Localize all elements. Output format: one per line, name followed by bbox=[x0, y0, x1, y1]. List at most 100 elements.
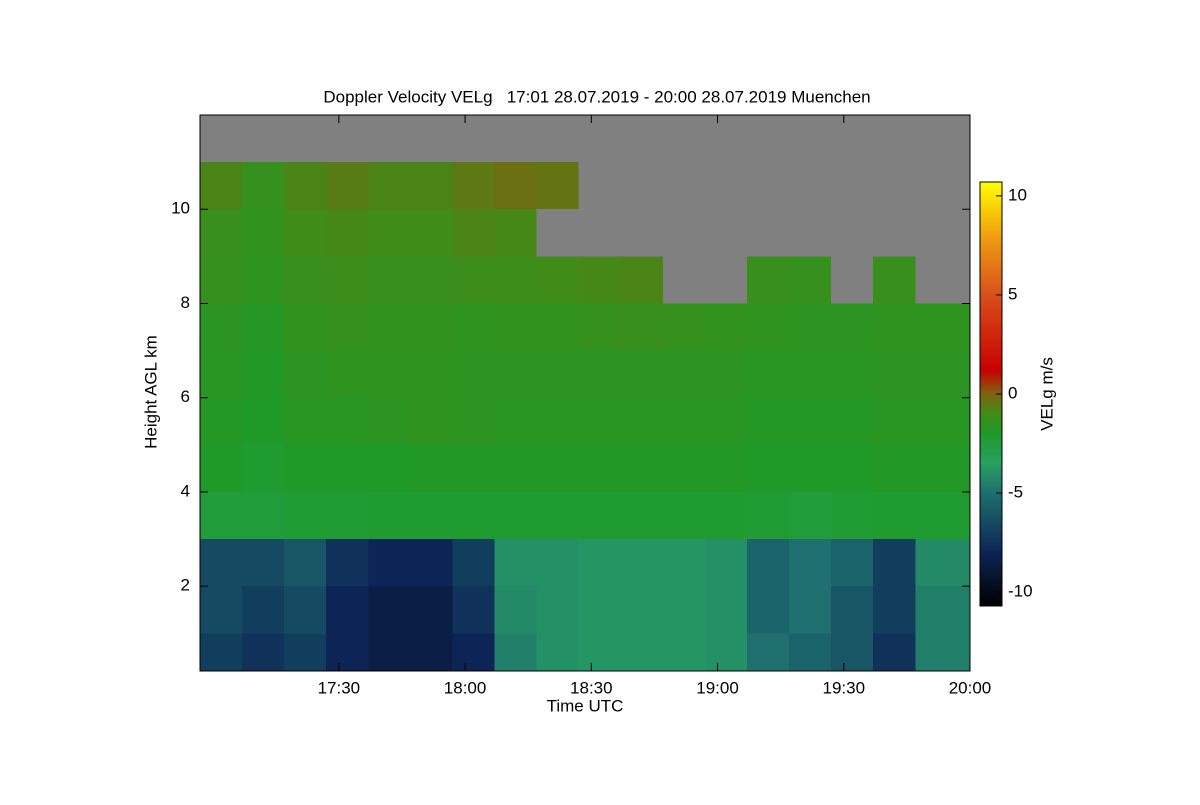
heatmap-cell bbox=[200, 444, 243, 492]
heatmap-cell bbox=[536, 303, 579, 351]
heatmap-cell bbox=[368, 397, 411, 445]
heatmap-cell bbox=[242, 350, 285, 398]
heatmap-cell bbox=[536, 539, 579, 587]
heatmap-cell bbox=[200, 350, 243, 398]
heatmap-cell bbox=[704, 633, 747, 671]
colorbar-tick-label: 10 bbox=[1008, 185, 1027, 204]
colorbar-tick-label: -5 bbox=[1008, 483, 1023, 502]
heatmap-cell bbox=[578, 256, 621, 304]
heatmap bbox=[200, 162, 970, 671]
heatmap-cell bbox=[368, 633, 411, 671]
heatmap-cell bbox=[789, 444, 832, 492]
heatmap-cell bbox=[242, 444, 285, 492]
heatmap-cell bbox=[410, 539, 453, 587]
heatmap-cell bbox=[284, 397, 327, 445]
heatmap-cell bbox=[326, 444, 369, 492]
x-tick-label: 18:00 bbox=[444, 678, 487, 697]
heatmap-cell bbox=[368, 256, 411, 304]
heatmap-cell bbox=[242, 303, 285, 351]
heatmap-cell bbox=[704, 539, 747, 587]
heatmap-cell bbox=[242, 586, 285, 634]
heatmap-cell bbox=[662, 350, 705, 398]
heatmap-cell bbox=[536, 633, 579, 671]
heatmap-cell bbox=[494, 539, 537, 587]
heatmap-cell bbox=[789, 586, 832, 634]
heatmap-cell bbox=[789, 350, 832, 398]
heatmap-cell bbox=[831, 633, 874, 671]
heatmap-cell bbox=[915, 633, 970, 671]
heatmap-cell bbox=[789, 633, 832, 671]
heatmap-cell bbox=[284, 162, 327, 210]
heatmap-cell bbox=[200, 633, 243, 671]
heatmap-cell bbox=[873, 539, 916, 587]
heatmap-cell bbox=[200, 209, 243, 257]
colorbar-tick-label: -10 bbox=[1008, 582, 1033, 601]
y-tick-label: 4 bbox=[181, 481, 190, 500]
heatmap-cell bbox=[200, 586, 243, 634]
heatmap-cell bbox=[326, 256, 369, 304]
heatmap-cell bbox=[452, 303, 495, 351]
heatmap-cell bbox=[789, 491, 832, 540]
heatmap-cell bbox=[368, 209, 411, 257]
heatmap-cell bbox=[831, 539, 874, 587]
heatmap-cell bbox=[410, 397, 453, 445]
heatmap-cell bbox=[410, 586, 453, 634]
heatmap-cell bbox=[494, 633, 537, 671]
heatmap-cell bbox=[452, 350, 495, 398]
x-tick-label: 18:30 bbox=[570, 678, 613, 697]
heatmap-cell bbox=[746, 491, 790, 540]
heatmap-cell bbox=[746, 444, 790, 492]
heatmap-cell bbox=[410, 444, 453, 492]
heatmap-cell bbox=[915, 539, 970, 587]
heatmap-cell bbox=[200, 303, 243, 351]
heatmap-cell bbox=[704, 586, 747, 634]
heatmap-cell bbox=[284, 303, 327, 351]
heatmap-cell bbox=[536, 162, 579, 210]
heatmap-cell bbox=[578, 633, 621, 671]
heatmap-cell bbox=[620, 633, 663, 671]
heatmap-cell bbox=[494, 209, 537, 257]
heatmap-cell bbox=[578, 586, 621, 634]
heatmap-cell bbox=[915, 491, 970, 540]
heatmap-cell bbox=[284, 444, 327, 492]
heatmap-cell bbox=[578, 303, 621, 351]
x-tick-label: 20:00 bbox=[949, 678, 992, 697]
heatmap-cell bbox=[200, 491, 243, 540]
heatmap-cell bbox=[326, 586, 369, 634]
heatmap-cell bbox=[746, 539, 790, 587]
heatmap-cell bbox=[452, 162, 495, 210]
heatmap-cell bbox=[704, 397, 747, 445]
heatmap-cell bbox=[494, 256, 537, 304]
heatmap-cell bbox=[284, 491, 327, 540]
heatmap-cell bbox=[620, 539, 663, 587]
heatmap-cell bbox=[494, 586, 537, 634]
heatmap-cell bbox=[200, 256, 243, 304]
heatmap-cell bbox=[242, 633, 285, 671]
heatmap-cell bbox=[746, 350, 790, 398]
heatmap-cell bbox=[326, 397, 369, 445]
heatmap-cell bbox=[410, 162, 453, 210]
heatmap-cell bbox=[284, 350, 327, 398]
x-tick-label: 19:30 bbox=[822, 678, 865, 697]
heatmap-cell bbox=[284, 256, 327, 304]
x-axis-label: Time UTC bbox=[547, 696, 624, 715]
heatmap-cell bbox=[536, 397, 579, 445]
heatmap-cell bbox=[662, 397, 705, 445]
heatmap-cell bbox=[410, 209, 453, 257]
heatmap-cell bbox=[452, 397, 495, 445]
heatmap-cell bbox=[578, 539, 621, 587]
heatmap-cell bbox=[746, 397, 790, 445]
heatmap-cell bbox=[536, 444, 579, 492]
heatmap-cell bbox=[284, 209, 327, 257]
y-tick-label: 8 bbox=[181, 293, 190, 312]
heatmap-cell bbox=[494, 397, 537, 445]
heatmap-cell bbox=[789, 303, 832, 351]
heatmap-cell bbox=[242, 539, 285, 587]
heatmap-cell bbox=[620, 491, 663, 540]
chart-title: Doppler Velocity VELg 17:01 28.07.2019 -… bbox=[323, 87, 870, 106]
heatmap-cell bbox=[242, 256, 285, 304]
heatmap-cell bbox=[746, 303, 790, 351]
heatmap-cell bbox=[326, 350, 369, 398]
